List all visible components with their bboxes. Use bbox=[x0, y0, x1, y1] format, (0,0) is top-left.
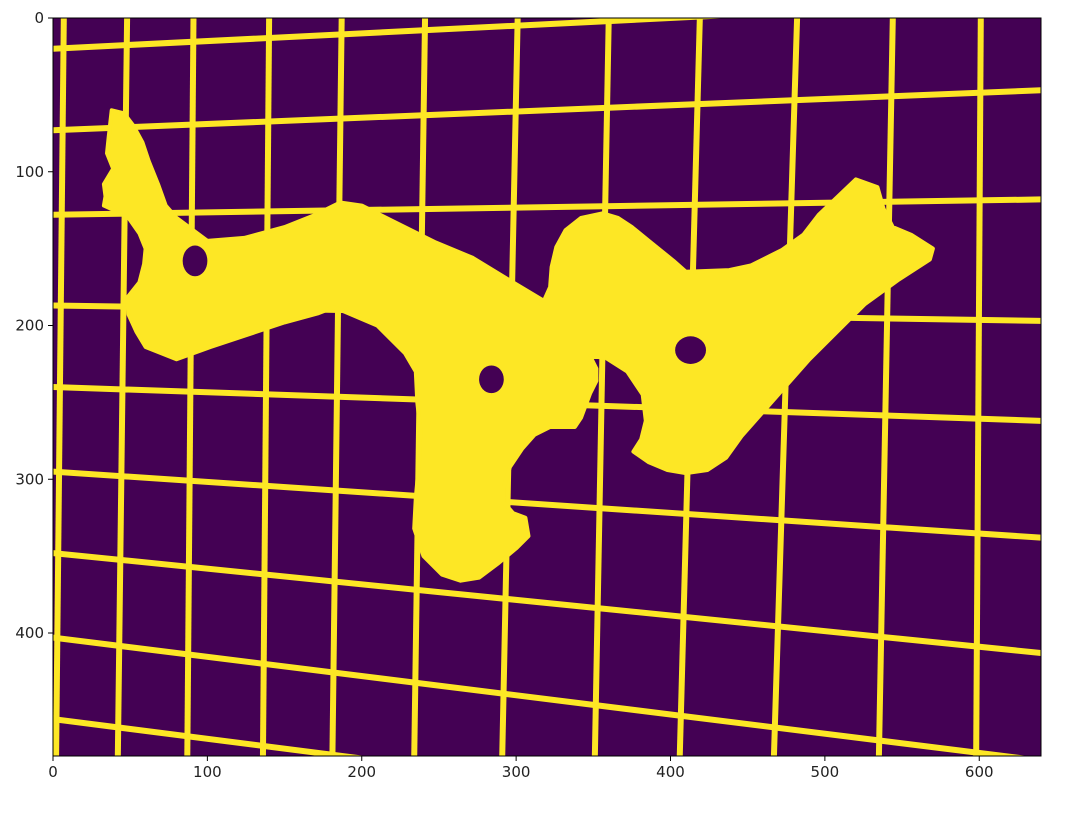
y-tick-label: 0 bbox=[34, 9, 44, 27]
mask-horizontal-line bbox=[53, 468, 1041, 541]
mask-vertical-line bbox=[329, 18, 345, 756]
x-tick-label: 0 bbox=[48, 763, 58, 781]
plot-frame bbox=[52, 17, 1042, 757]
mask-vertical-line bbox=[973, 18, 984, 756]
object-layer bbox=[101, 108, 935, 583]
mask-horizontal-line bbox=[53, 18, 731, 52]
object-hole bbox=[675, 336, 707, 364]
mask-horizontal-line bbox=[53, 634, 1029, 756]
object-hole bbox=[182, 245, 208, 277]
y-tick-label: 200 bbox=[15, 317, 44, 335]
y-axis: 0 100 200 300 400 bbox=[15, 9, 53, 642]
mask-vertical-line bbox=[259, 18, 273, 756]
x-tick-label: 300 bbox=[502, 763, 531, 781]
y-tick-label: 400 bbox=[15, 624, 44, 642]
x-tick-label: 400 bbox=[656, 763, 685, 781]
object-region bbox=[101, 108, 935, 583]
mask-vertical-line bbox=[875, 18, 896, 756]
mask-horizontal-line bbox=[53, 550, 1041, 656]
x-tick-label: 500 bbox=[811, 763, 840, 781]
y-tick-label: 100 bbox=[15, 163, 44, 181]
x-tick-label: 600 bbox=[965, 763, 994, 781]
mask-vertical-line bbox=[591, 18, 612, 756]
x-tick-label: 100 bbox=[193, 763, 222, 781]
plot-content bbox=[53, 18, 1041, 756]
object-hole bbox=[479, 365, 504, 394]
mask-horizontal-line bbox=[53, 87, 1041, 134]
y-tick-label: 300 bbox=[15, 470, 44, 488]
mask-horizontal-line bbox=[53, 716, 366, 756]
x-tick-label: 200 bbox=[347, 763, 376, 781]
mask-vertical-line bbox=[184, 18, 197, 756]
x-axis: 0 100 200 300 400 500 600 bbox=[48, 756, 994, 781]
